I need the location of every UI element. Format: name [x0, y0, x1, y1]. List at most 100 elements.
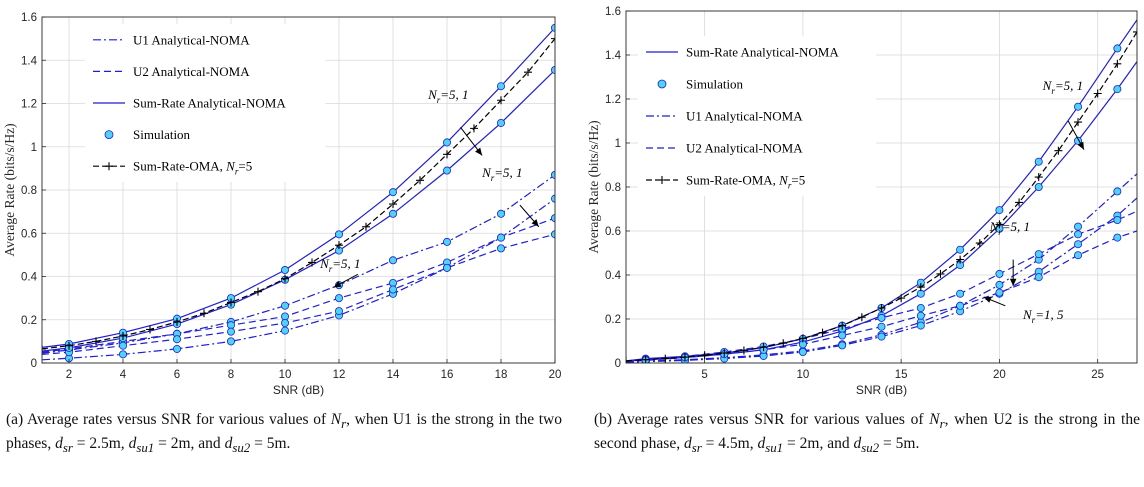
arrow-head [531, 219, 539, 227]
y-axis-label: Average Rate (bits/s/Hz) [2, 123, 17, 256]
simulation-marker [1034, 157, 1043, 166]
simulation-marker [388, 285, 397, 294]
oma-marker [1133, 27, 1137, 36]
simulation-marker [496, 82, 505, 91]
x-tick-label: 14 [387, 369, 400, 381]
simulation-marker [1113, 215, 1122, 224]
oma-marker [92, 337, 100, 346]
oma-marker [1093, 89, 1102, 98]
annotation-label: Nr=5, 1 [427, 87, 468, 105]
simulation-marker [280, 301, 289, 310]
simulation-marker [442, 263, 451, 272]
simulation-marker [995, 288, 1004, 297]
simulation-marker [1034, 182, 1043, 191]
legend-label: Sum-Rate Analytical-NOMA [686, 45, 839, 60]
arrow-head [1009, 278, 1017, 286]
x-axis-label: SNR (dB) [856, 383, 907, 397]
simulation-marker [838, 341, 847, 350]
simulation-marker [334, 230, 343, 239]
y-tick-label: 0.8 [605, 182, 621, 194]
oma-marker [897, 294, 906, 303]
y-tick-label: 0.4 [21, 272, 38, 284]
oma-marker [759, 343, 768, 352]
y-tick-label: 0.2 [21, 315, 37, 327]
simulation-marker [334, 294, 343, 303]
oma-marker [739, 346, 748, 355]
legend-label: Simulation [686, 77, 744, 92]
oma-marker [720, 349, 729, 358]
x-tick-label: 20 [549, 369, 562, 381]
oma-marker [641, 355, 650, 363]
oma-marker [146, 325, 154, 334]
y-tick-label: 1.6 [21, 12, 37, 24]
y-tick-label: 0 [31, 358, 37, 370]
legend-plus [658, 176, 666, 184]
simulation-marker [1113, 187, 1122, 196]
oma-marker [443, 150, 451, 159]
legend-label: U1 Analytical-NOMA [686, 109, 803, 124]
oma-marker [281, 274, 289, 283]
simulation-marker [496, 118, 505, 127]
simulation-marker [551, 214, 555, 223]
simulation-marker [551, 65, 555, 74]
x-tick-label: 10 [279, 369, 292, 381]
oma-marker [857, 313, 866, 322]
x-tick-label: 4 [120, 369, 127, 381]
oma-marker [700, 351, 709, 360]
oma-marker [877, 304, 886, 312]
simulation-marker [1074, 230, 1083, 239]
arrow-head [333, 280, 342, 288]
oma-marker [335, 241, 343, 250]
arrow-head [983, 296, 992, 303]
simulation-marker [496, 233, 505, 242]
oma-marker [956, 255, 965, 264]
oma-marker [975, 239, 984, 248]
simulation-marker [226, 327, 235, 336]
oma-marker [680, 353, 689, 362]
simulation-marker [916, 321, 925, 330]
legend: U1 Analytical-NOMA U2 Analytical-NOMA Sum-… [85, 24, 325, 182]
y-tick-label: 1.6 [605, 6, 621, 18]
simulation-marker [280, 318, 289, 327]
series-group [626, 19, 1137, 363]
oma-marker [470, 124, 478, 133]
simulation-marker [551, 194, 555, 203]
y-tick-label: 1.4 [21, 55, 38, 67]
simulation-marker [995, 280, 1004, 289]
simulation-marker [551, 230, 555, 239]
oma-marker [42, 344, 46, 353]
simulation-marker [956, 245, 965, 254]
y-tick-label: 0.4 [605, 270, 622, 282]
oma-marker [779, 339, 788, 348]
simulation-marker [798, 347, 807, 356]
oma-marker [838, 321, 847, 330]
legend-box [638, 36, 876, 196]
simulation-marker [1113, 44, 1122, 53]
simulation-marker [280, 266, 289, 275]
simulation-marker [1074, 251, 1083, 260]
oma-marker [1034, 173, 1043, 182]
chart-a: 2 4 6 8 10 12 14 16 18 20 0 0.2 0.4 0.6 0.8 1 1.2 1.4 1.6 S… [2, 12, 561, 397]
oma-marker [551, 34, 555, 43]
simulation-marker [916, 311, 925, 320]
annotation-label: Nr=5, 1 [319, 256, 360, 274]
simulation-marker [551, 23, 555, 32]
simulation-marker [956, 289, 965, 298]
y-tick-label: 1.4 [605, 50, 622, 62]
oma-marker [661, 354, 670, 363]
annotation-label: Nr=5, 1 [989, 219, 1030, 237]
simulation-marker [496, 209, 505, 218]
oma-marker [200, 309, 208, 318]
legend-label: Sum-Rate Analytical-NOMA [133, 96, 286, 111]
x-tick-label: 15 [895, 369, 908, 381]
arrow-head [1077, 141, 1084, 150]
y-axis-label: Average Rate (bits/s/Hz) [586, 120, 601, 253]
simulation-marker [172, 344, 181, 353]
x-tick-label: 5 [701, 369, 707, 381]
simulation-marker [119, 350, 128, 359]
oma-marker [626, 356, 630, 363]
simulation-marker [388, 188, 397, 197]
simulation-marker [995, 269, 1004, 278]
caption-b: (b) Average rates versus SNR for various… [594, 411, 1140, 456]
